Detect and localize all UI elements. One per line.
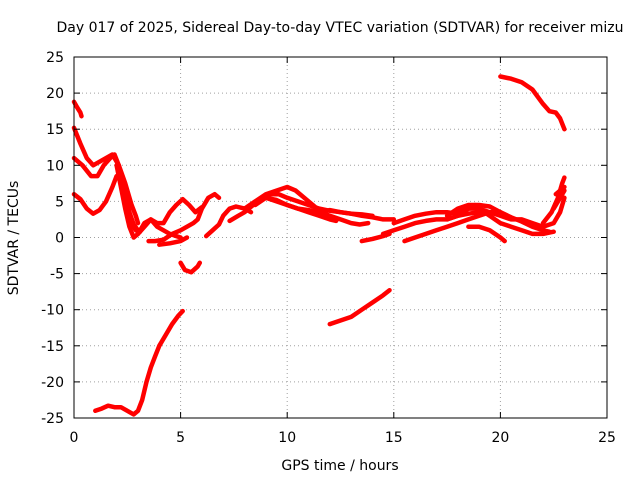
y-tick-label: 20 bbox=[46, 86, 64, 102]
y-tick-label: 25 bbox=[46, 50, 64, 66]
x-tick-label: 0 bbox=[70, 430, 79, 446]
series-trace-n bbox=[263, 195, 339, 224]
series-trace-top-right bbox=[498, 74, 567, 132]
data-series bbox=[71, 74, 567, 417]
y-tick-label: 15 bbox=[46, 122, 64, 138]
y-tick-label: 0 bbox=[55, 231, 64, 247]
y-tick-label: -20 bbox=[41, 375, 64, 391]
axis-ticks: 0 5 10 15 20 25 -25 -20 -15 -10 -5 0 5 10 15 20 25 bbox=[41, 50, 616, 446]
series-trace-g bbox=[146, 191, 222, 244]
grid bbox=[74, 57, 607, 418]
series-trace-i bbox=[178, 260, 203, 275]
series-trace-v bbox=[455, 195, 567, 229]
series-trace-u bbox=[444, 202, 552, 234]
series-trace-y bbox=[553, 184, 567, 197]
chart-title: Day 017 of 2025, Sidereal Day-to-day VTE… bbox=[57, 20, 624, 36]
y-tick-label: -25 bbox=[41, 411, 64, 427]
series-trace-z bbox=[551, 188, 567, 211]
series-trace-h bbox=[157, 235, 190, 247]
x-tick-label: 5 bbox=[176, 430, 185, 446]
series-trace-q bbox=[380, 209, 492, 237]
x-tick-label: 10 bbox=[278, 430, 296, 446]
series-trace-l bbox=[242, 184, 371, 227]
y-axis-label: SDTVAR / TECUs bbox=[6, 181, 22, 296]
y-tick-label: -10 bbox=[41, 303, 64, 319]
series-trace-bottom-left bbox=[93, 308, 185, 417]
series-trace-a bbox=[71, 99, 84, 119]
x-axis-label: GPS time / hours bbox=[281, 458, 398, 474]
series-trace-f bbox=[135, 196, 205, 237]
series-trace-o bbox=[327, 287, 392, 327]
x-tick-label: 25 bbox=[598, 430, 616, 446]
series-trace-w bbox=[466, 224, 507, 244]
series-trace-d bbox=[71, 171, 141, 233]
x-tick-label: 20 bbox=[491, 430, 509, 446]
y-tick-label: -5 bbox=[50, 267, 64, 283]
y-tick-label: 5 bbox=[55, 194, 64, 210]
y-tick-label: 10 bbox=[46, 158, 64, 174]
y-tick-label: -15 bbox=[41, 339, 64, 355]
x-tick-label: 15 bbox=[385, 430, 403, 446]
